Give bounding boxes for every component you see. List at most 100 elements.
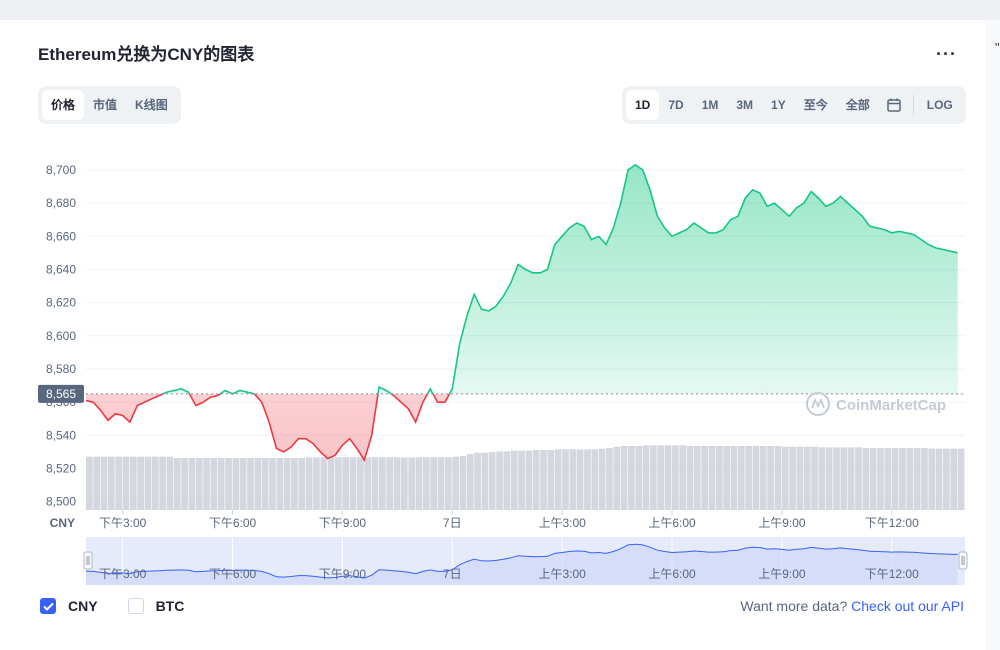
volume-bar [335,457,342,510]
volume-bar [481,452,489,510]
volume-bar [430,457,437,510]
baseline-value: 8,565 [46,387,76,401]
volume-bar [269,458,276,510]
volume-bar [151,456,159,510]
volume-bar [217,458,225,510]
price-area-up [162,164,958,394]
navigator-right-handle[interactable] [958,551,968,570]
volume-bar [364,457,372,510]
tab-chart-type-0[interactable]: 价格 [42,90,85,120]
volume-bar [569,449,577,510]
coinmarketcap-logo-icon [806,392,830,416]
volume-bar [825,447,833,510]
volume-bar [833,447,840,510]
volume-bar [672,445,679,510]
volume-bar [950,448,958,510]
y-tick-label: 8,500 [46,495,76,509]
volume-bar [503,451,511,510]
calendar-icon[interactable] [879,90,909,120]
volume-bar [408,457,416,510]
volume-bar [261,458,269,510]
tab-range-5[interactable]: 至今 [803,98,828,112]
tab-range-6[interactable]: 全部 [845,98,870,112]
x-tick-label: 上午3:00 [538,516,586,530]
volume-bar [518,450,525,510]
volume-bar [957,448,965,510]
y-tick-label: 8,680 [46,196,76,210]
y-tick-label: 8,600 [46,329,76,343]
volume-bar [466,454,474,510]
volume-bar [847,447,855,510]
volume-bar [657,445,665,510]
volume-bar [188,458,196,510]
navigator-tick-label: 上午3:00 [538,567,586,581]
volume-bar [159,456,166,510]
volume-bar [144,456,152,510]
volume-bar [137,456,144,510]
volume-bar [225,458,232,510]
more-dots-icon[interactable]: ··· [936,44,957,64]
tab-range-4[interactable]: 1Y [771,98,786,112]
volume-bar [613,446,621,510]
volume-bar [803,446,811,510]
volume-bar [606,448,613,510]
volume-bar [943,448,950,510]
tab-range-3[interactable]: 3M [736,98,754,112]
x-tick-label: 7日 [443,516,462,530]
volume-bar [525,450,533,510]
y-tick-label: 8,540 [46,428,76,442]
volume-bar [496,451,503,510]
volume-bar [818,447,826,510]
volume-bar [276,458,284,510]
navigator-left-handle[interactable] [83,551,93,570]
y-tick-label: 8,660 [46,229,76,243]
navigator-area [86,544,958,585]
volume-bar [789,446,796,510]
volume-bar [855,447,862,510]
volume-bar [899,448,906,510]
api-link[interactable]: Check out our API [851,598,964,614]
cny-checkbox[interactable] [40,598,56,614]
navigator-tick-label: 上午9:00 [758,567,806,581]
volume-bar [862,448,870,510]
volume-bar [415,457,423,510]
tab-range-0[interactable]: 1D [626,90,660,120]
volume-bar [928,448,936,510]
volume-bar [437,457,445,510]
volume-bar [291,458,298,510]
volume-bar [393,457,401,510]
volume-bar [576,449,584,510]
tab-chart-type-1[interactable]: 市值 [93,98,118,112]
volume-bar [181,458,188,510]
tab-chart-type-2[interactable]: K线图 [135,98,168,112]
volume-bar [935,448,943,510]
tab-range-2[interactable]: 1M [701,98,719,112]
navigator-tick-label: 7日 [443,567,462,581]
x-tick-label: 下午9:00 [319,516,367,530]
browser-top-strip [0,0,1000,20]
volume-bar [759,446,767,510]
log-toggle[interactable]: LOG [926,98,953,112]
volume-bar [554,449,562,510]
navigator-tick-label: 下午6:00 [209,567,257,581]
more-data-footer: Want more data? Check out our API [740,598,964,614]
volume-bar [693,446,701,510]
volume-bar [488,452,496,510]
cny-label: CNY [68,598,98,614]
btc-checkbox[interactable] [127,598,144,614]
navigator-tick-label: 下午3:00 [99,567,147,581]
edge-mark-icon: " [995,40,1000,55]
volume-bar [357,457,364,510]
x-tick-label: 下午6:00 [209,516,257,530]
x-tick-label: 上午9:00 [758,516,806,530]
volume-bar [686,446,694,510]
tab-range-1[interactable]: 7D [668,98,684,112]
volume-bar [752,446,760,510]
x-tick-label: 上午6:00 [648,516,696,530]
volume-bar [796,446,804,510]
volume-bar [313,457,320,510]
volume-bar [371,457,379,510]
volume-bar [884,448,892,510]
chart-title: Ethereum兑换为CNY的图表 [38,45,255,64]
volume-bar [305,457,313,510]
